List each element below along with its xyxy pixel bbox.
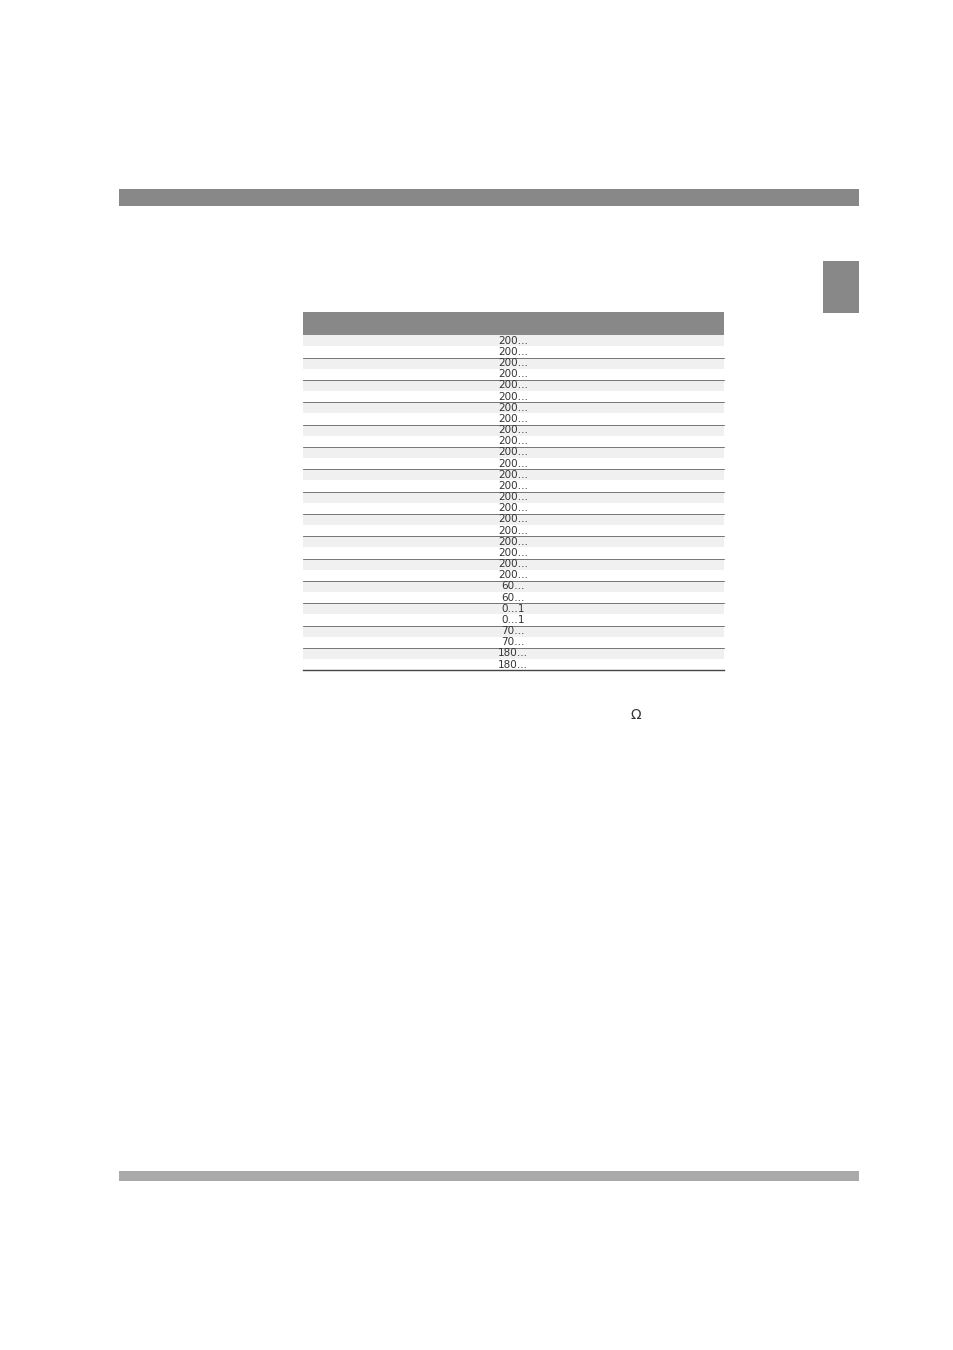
Text: 60…: 60…	[501, 582, 524, 591]
Text: 200…: 200…	[497, 470, 528, 479]
Text: 200…: 200…	[497, 548, 528, 558]
Bar	[119, 189, 858, 207]
Bar	[303, 648, 723, 659]
Text: 200…: 200…	[497, 336, 528, 346]
Bar	[822, 261, 858, 313]
Bar	[303, 625, 723, 637]
Text: 200…: 200…	[497, 358, 528, 369]
Bar	[303, 603, 723, 614]
Bar	[119, 1170, 858, 1181]
Text: Ω: Ω	[630, 707, 640, 722]
Text: 200…: 200…	[497, 504, 528, 513]
Bar	[303, 593, 723, 603]
Text: 200…: 200…	[497, 414, 528, 424]
Bar	[303, 491, 723, 502]
Text: 200…: 200…	[497, 447, 528, 458]
Bar	[303, 379, 723, 391]
Text: 60…: 60…	[501, 593, 524, 602]
Bar	[303, 559, 723, 570]
Bar	[303, 312, 723, 335]
Text: 200…: 200…	[497, 481, 528, 491]
Bar	[303, 392, 723, 402]
Text: 200…: 200…	[497, 436, 528, 447]
Text: 200…: 200…	[497, 537, 528, 547]
Bar	[303, 525, 723, 536]
Text: 200…: 200…	[497, 514, 528, 524]
Text: 70…: 70…	[501, 637, 524, 647]
Bar	[303, 470, 723, 481]
Bar	[303, 514, 723, 525]
Text: 200…: 200…	[497, 493, 528, 502]
Text: 200…: 200…	[497, 525, 528, 536]
Text: 200…: 200…	[497, 347, 528, 356]
Bar	[303, 570, 723, 580]
Text: 0…1: 0…1	[501, 603, 524, 614]
Text: 200…: 200…	[497, 381, 528, 390]
Text: 200…: 200…	[497, 570, 528, 580]
Text: 0…1: 0…1	[501, 616, 524, 625]
Bar	[303, 347, 723, 358]
Bar	[303, 547, 723, 559]
Bar	[303, 481, 723, 491]
Text: 200…: 200…	[497, 370, 528, 379]
Text: 200…: 200…	[497, 402, 528, 413]
Bar	[303, 502, 723, 514]
Text: 200…: 200…	[497, 425, 528, 435]
Text: 180…: 180…	[497, 648, 528, 659]
Bar	[303, 369, 723, 379]
Text: 70…: 70…	[501, 626, 524, 636]
Bar	[303, 436, 723, 447]
Bar	[303, 580, 723, 593]
Text: 180…: 180…	[497, 660, 528, 670]
Bar	[303, 614, 723, 625]
Bar	[303, 335, 723, 347]
Bar	[303, 413, 723, 424]
Text: 200…: 200…	[497, 559, 528, 570]
Bar	[303, 447, 723, 458]
Bar	[303, 358, 723, 369]
Text: 200…: 200…	[497, 392, 528, 402]
Bar	[303, 424, 723, 436]
Bar	[303, 536, 723, 547]
Bar	[303, 458, 723, 470]
Bar	[303, 659, 723, 670]
Bar	[303, 402, 723, 413]
Bar	[303, 637, 723, 648]
Text: 200…: 200…	[497, 459, 528, 468]
